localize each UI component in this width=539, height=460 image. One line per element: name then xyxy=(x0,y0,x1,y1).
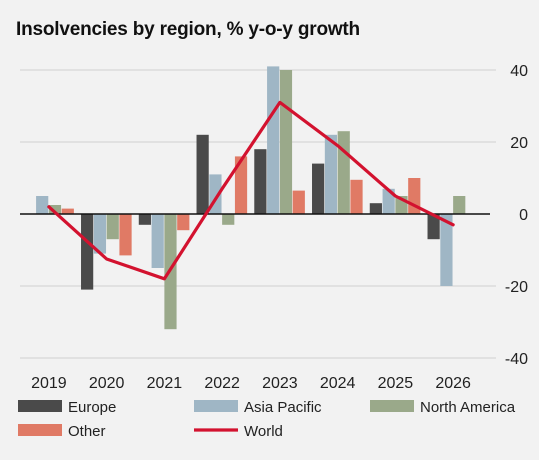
line-world xyxy=(47,100,455,281)
x-tick-label: 2025 xyxy=(378,375,414,392)
legend-swatch-europe xyxy=(18,400,62,412)
legend-swatch-asia-pacific xyxy=(194,400,238,412)
y-tick-label: 0 xyxy=(519,207,528,224)
legend-label: World xyxy=(244,423,283,440)
y-tick-label: -40 xyxy=(505,351,528,368)
x-tick-label: 2021 xyxy=(147,375,183,392)
bar-europe-2020 xyxy=(81,214,94,290)
bar-north-america-2026 xyxy=(453,196,466,214)
bar-north-america-2020 xyxy=(106,214,119,240)
bar-europe-2025 xyxy=(369,203,382,214)
x-tick-label: 2022 xyxy=(204,375,240,392)
y-tick-label: 20 xyxy=(510,135,528,152)
bar-other-2019 xyxy=(61,208,74,214)
legend-label: Europe xyxy=(68,399,116,416)
bar-other-2020 xyxy=(119,214,132,256)
bar-europe-2024 xyxy=(312,163,325,214)
y-tick-label: -20 xyxy=(505,279,528,296)
bar-north-america-2022 xyxy=(222,214,235,225)
x-tick-label: 2026 xyxy=(435,375,471,392)
bar-asia-pacific-2025 xyxy=(382,188,395,214)
bar-other-2023 xyxy=(292,190,305,214)
y-tick-label: 40 xyxy=(510,63,528,80)
bar-asia-pacific-2023 xyxy=(267,66,280,215)
chart-title: Insolvencies by region, % y-o-y growth xyxy=(16,19,360,40)
bar-europe-2022 xyxy=(196,134,209,214)
bar-europe-2026 xyxy=(427,214,440,240)
x-tick-label: 2019 xyxy=(31,375,67,392)
bar-other-2022 xyxy=(234,156,248,214)
x-tick-label: 2023 xyxy=(262,375,298,392)
bar-asia-pacific-2021 xyxy=(151,214,164,268)
bar-north-america-2023 xyxy=(279,70,293,214)
bar-asia-pacific-2020 xyxy=(93,214,107,254)
bar-north-america-2024 xyxy=(337,131,350,214)
bar-other-2024 xyxy=(350,179,363,214)
bar-asia-pacific-2026 xyxy=(440,214,453,286)
bar-europe-2023 xyxy=(254,149,267,214)
bar-asia-pacific-2019 xyxy=(36,196,49,214)
legend-label: Asia Pacific xyxy=(244,399,322,416)
legend-swatch-north-america xyxy=(370,400,414,412)
bar-europe-2021 xyxy=(138,214,151,225)
legend-label: North America xyxy=(420,399,516,416)
bar-asia-pacific-2024 xyxy=(324,134,338,214)
legend-label: Other xyxy=(68,423,106,440)
x-tick-label: 2020 xyxy=(89,375,125,392)
bar-other-2021 xyxy=(177,214,190,231)
x-tick-label: 2024 xyxy=(320,375,356,392)
legend-swatch-other xyxy=(18,424,62,436)
bar-north-america-2019 xyxy=(48,205,62,214)
